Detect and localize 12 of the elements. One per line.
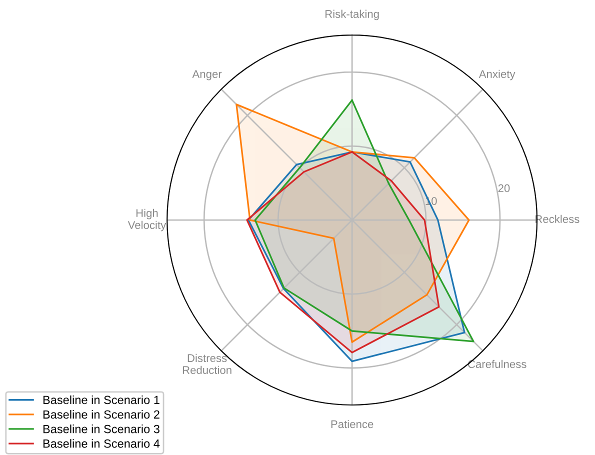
legend-label: Baseline in Scenario 2 bbox=[43, 410, 160, 419]
y-tick-label: 20 bbox=[498, 184, 510, 192]
legend-label: Baseline in Scenario 3 bbox=[43, 424, 160, 434]
spoke-label: Patience bbox=[331, 420, 374, 428]
spoke-label: Anger bbox=[192, 70, 222, 80]
legend-label: Baseline in Scenario 4 bbox=[43, 439, 160, 448]
legend-label: Baseline in Scenario 1 bbox=[43, 395, 160, 404]
spoke-label: Carefulness bbox=[468, 360, 526, 368]
spoke-label: High Velocity bbox=[128, 208, 166, 232]
spoke-label: Distress Reduction bbox=[182, 354, 232, 374]
spoke-label: Risk-taking bbox=[325, 10, 379, 20]
spoke-label: Anxiety bbox=[478, 70, 516, 80]
